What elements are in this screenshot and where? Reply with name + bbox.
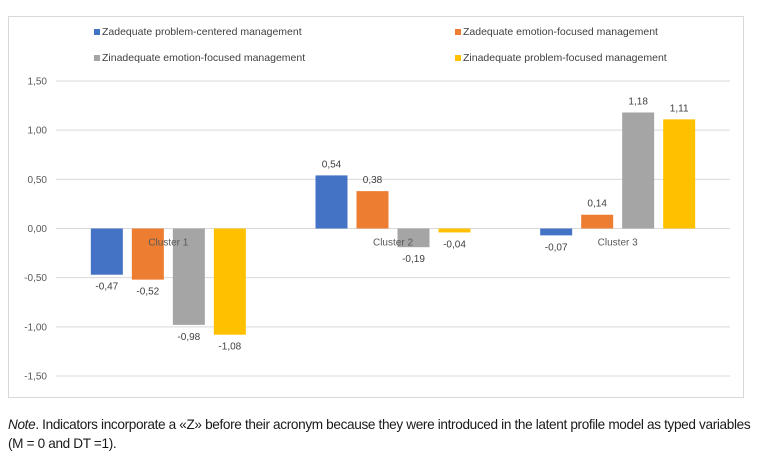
bar	[90, 228, 123, 275]
bar	[172, 228, 205, 325]
note-label: Note	[8, 417, 36, 432]
data-label: 0,14	[587, 199, 607, 210]
data-label: -0,07	[545, 242, 568, 253]
data-label: -0,98	[177, 332, 200, 343]
legend-label-2: Zinadequate emotion-focused management	[102, 52, 306, 64]
chart-frame: Zadequate problem-centered management Za…	[8, 16, 744, 398]
y-tick-label: 1,50	[28, 77, 48, 88]
legend-label-1: Zadequate emotion-focused management	[463, 26, 658, 38]
category-label: Cluster 2	[373, 238, 413, 249]
category-label: Cluster 3	[598, 238, 638, 249]
y-tick-label: -0,50	[24, 273, 47, 284]
data-label: -0,47	[95, 282, 118, 293]
bar	[438, 228, 471, 233]
y-tick-label: -1,00	[24, 322, 47, 333]
category-label: Cluster 1	[148, 238, 188, 249]
data-label: -0,19	[402, 254, 425, 265]
bar	[663, 119, 696, 229]
bar	[213, 228, 246, 335]
legend-swatch-2	[94, 55, 100, 61]
bar	[131, 228, 164, 280]
bar	[397, 228, 430, 248]
bar	[581, 214, 614, 229]
legend-swatch-1	[455, 29, 461, 35]
bar	[540, 228, 573, 236]
legend-item-0: Zadequate problem-centered management	[94, 26, 302, 38]
note-text: . Indicators incorporate a «Z» before th…	[8, 417, 751, 451]
bar	[622, 112, 655, 229]
legend-label-3: Zinadequate problem-focused management	[463, 52, 667, 64]
y-tick-label: -1,50	[24, 372, 47, 383]
legend-swatch-0	[94, 29, 100, 35]
legend-label-0: Zadequate problem-centered management	[102, 26, 302, 38]
bar	[356, 191, 389, 229]
y-tick-label: 0,00	[28, 224, 48, 235]
y-tick-label: 1,00	[28, 126, 48, 137]
data-label: 0,38	[363, 175, 383, 186]
data-label: 1,18	[628, 96, 648, 107]
legend-item-2: Zinadequate emotion-focused management	[94, 52, 305, 64]
legend-item-1: Zadequate emotion-focused management	[455, 26, 658, 38]
y-tick-label: 0,50	[28, 175, 48, 186]
bar	[315, 175, 348, 229]
data-label: 1,11	[670, 103, 689, 114]
data-label: -1,08	[218, 342, 241, 353]
legend-item-3: Zinadequate problem-focused management	[455, 52, 667, 64]
data-label: -0,52	[136, 287, 159, 298]
data-label: -0,04	[443, 239, 466, 250]
figure-note: Note. Indicators incorporate a «Z» befor…	[8, 415, 753, 453]
legend-swatch-3	[455, 55, 461, 61]
data-label: 0,54	[322, 159, 342, 170]
